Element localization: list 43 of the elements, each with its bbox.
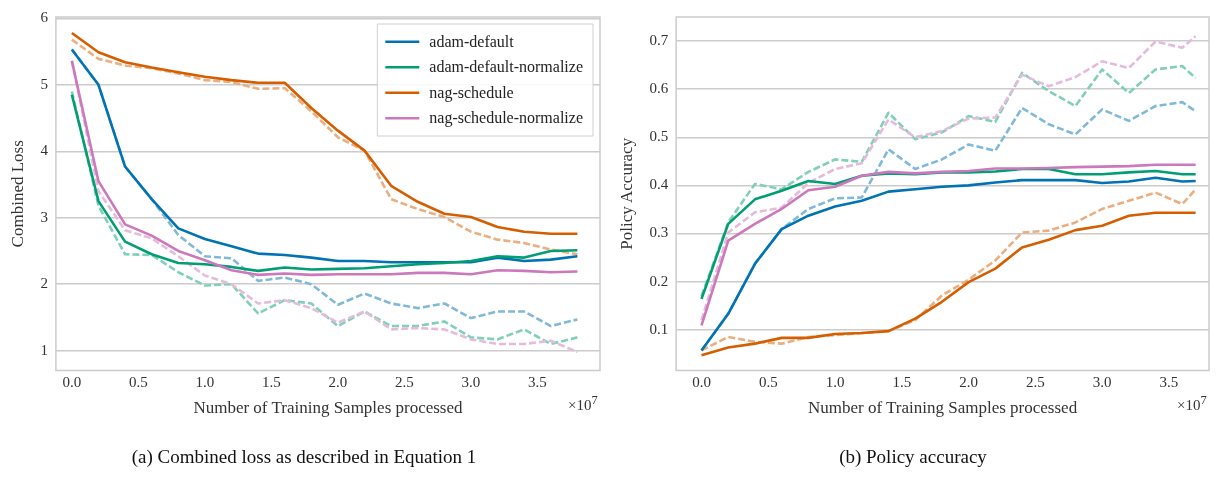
y-tick-label: 1: [40, 341, 48, 358]
line-series: [700, 64, 1197, 298]
y-tick-label: 0.4: [649, 176, 669, 193]
y-tick-label: 0.6: [649, 80, 669, 97]
x-axis-title: Number of Training Samples processed: [808, 398, 1078, 418]
text: ×10$^{7}$: [1177, 392, 1207, 414]
x-tick-label: 2.0: [328, 373, 348, 390]
x-tick-label: 3.0: [1092, 373, 1112, 390]
x-tick-label: 1.0: [825, 373, 845, 390]
x-tick-label: 0.5: [129, 373, 148, 390]
x-axis-title: Number of Training Samples processed: [193, 398, 464, 418]
legend-label: adam-default-normalize: [429, 58, 583, 76]
y-tick-label: 3: [40, 208, 48, 225]
text: (b) Policy accuracy: [838, 446, 988, 468]
x-tick-label: 0.0: [692, 373, 711, 390]
text: (a) Combined loss as described in Equation 1: [130, 446, 478, 468]
y-tick-label: 0.1: [649, 320, 669, 337]
x-tick-label: 2.5: [395, 373, 414, 390]
y-axis-title: Policy Accuracy: [616, 137, 636, 250]
x-tick-label: 0.0: [62, 373, 82, 390]
x-tick-label: 1.5: [892, 373, 912, 390]
legend-label: adam-default: [429, 32, 515, 50]
x-tick-label: 1.5: [262, 373, 281, 390]
y-tick-label: 6: [40, 9, 49, 26]
x-tick-label: 1.0: [195, 373, 215, 390]
x-tick-label: 3.5: [528, 373, 547, 390]
y-tick-label: 0.7: [649, 31, 669, 48]
y-tick-label: 0.3: [649, 224, 669, 241]
y-tick-label: 0.5: [649, 128, 669, 145]
x-tick-label: 2.5: [1026, 373, 1045, 390]
y-axis-title: Combined Loss: [7, 140, 27, 248]
text: ×10$^{7}$: [568, 392, 598, 414]
y-tick-label: 4: [40, 142, 49, 159]
x-tick-label: 3.0: [461, 373, 481, 390]
y-tick-label: 0.2: [649, 272, 669, 289]
line-series: [700, 34, 1197, 322]
y-tick-label: 5: [40, 75, 48, 92]
x-tick-label: 3.5: [1159, 373, 1179, 390]
x-tick-label: 2.0: [959, 373, 978, 390]
y-tick-label: 2: [40, 275, 48, 292]
x-tick-label: 0.5: [758, 373, 778, 390]
legend-label: nag-schedule: [429, 83, 514, 102]
legend-label: nag-schedule-normalize: [429, 109, 583, 128]
